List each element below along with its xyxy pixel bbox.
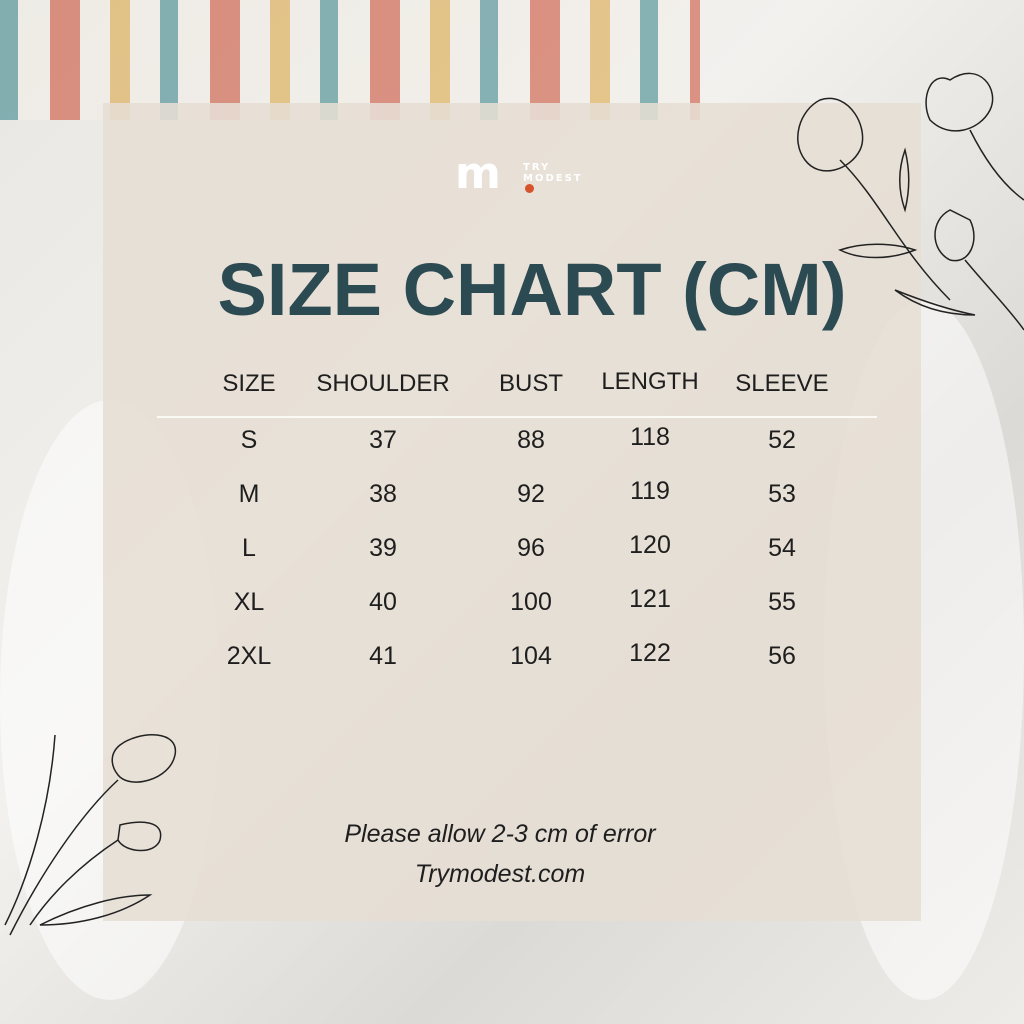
flower-illustration-top-right bbox=[797, 72, 1024, 331]
logo-letter: m bbox=[455, 148, 501, 199]
column-header: BUST bbox=[498, 370, 563, 397]
table-cell: 2XL bbox=[226, 642, 272, 670]
brand-logo: m TRY MODEST bbox=[455, 148, 583, 199]
table-cell: 55 bbox=[768, 588, 796, 616]
table-cell: 122 bbox=[629, 639, 671, 667]
table-cell: 88 bbox=[517, 426, 545, 454]
table-cell: 96 bbox=[517, 534, 545, 562]
table-cell: M bbox=[238, 480, 260, 508]
column-header: LENGTH bbox=[601, 368, 699, 395]
table-cell: 41 bbox=[369, 642, 397, 670]
logo-text: TRY MODEST bbox=[523, 162, 583, 184]
table-cell: 118 bbox=[630, 423, 670, 451]
column-header: SLEEVE bbox=[735, 370, 829, 397]
table-cell: 56 bbox=[768, 642, 796, 670]
table-cell: 40 bbox=[369, 588, 397, 616]
column-header: SHOULDER bbox=[316, 370, 450, 397]
header-divider bbox=[157, 416, 877, 418]
error-note: Please allow 2-3 cm of error bbox=[344, 820, 656, 848]
page-title: SIZE CHART (CM) bbox=[217, 248, 847, 331]
table-cell: 54 bbox=[768, 534, 796, 562]
background-embroidery bbox=[0, 0, 700, 120]
logo-dot bbox=[525, 184, 534, 193]
table-cell: 52 bbox=[768, 426, 796, 454]
table-cell: S bbox=[240, 426, 258, 454]
table-cell: XL bbox=[233, 588, 265, 616]
table-cell: 92 bbox=[517, 480, 545, 508]
size-chart-panel bbox=[103, 103, 921, 921]
table-cell: 119 bbox=[630, 477, 670, 505]
table-cell: 53 bbox=[768, 480, 796, 508]
table-cell: 38 bbox=[369, 480, 397, 508]
column-header: SIZE bbox=[222, 370, 276, 397]
table-cell: 100 bbox=[510, 588, 552, 616]
table-cell: 120 bbox=[629, 531, 671, 559]
flower-illustration-bottom-left bbox=[4, 734, 176, 936]
table-cell: 39 bbox=[369, 534, 397, 562]
table-cell: 37 bbox=[369, 426, 397, 454]
website-link[interactable]: Trymodest.com bbox=[414, 860, 586, 888]
table-cell: 121 bbox=[629, 585, 671, 613]
table-cell: L bbox=[242, 534, 256, 562]
table-cell: 104 bbox=[510, 642, 552, 670]
